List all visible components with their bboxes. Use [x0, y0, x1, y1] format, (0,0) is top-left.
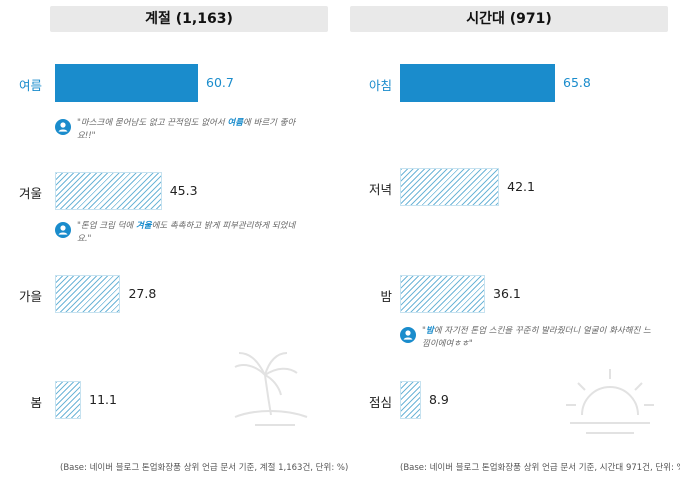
palm-tree-icon — [234, 352, 308, 426]
time-chart: 시간대 (971) 아침 65.8 저녁 42.1 밤 36.1 점심 8.9 "밤에 자기전 … — [340, 0, 680, 485]
bar — [400, 275, 486, 313]
category-label: 여름 — [18, 78, 42, 93]
category-label: 가을 — [18, 289, 42, 304]
bar — [55, 381, 82, 419]
category-label: 밤 — [380, 289, 392, 304]
season-chart-title: 계절 (1,163) — [50, 6, 328, 32]
category-label: 봄 — [30, 395, 42, 410]
time-chart-title: 시간대 (971) — [350, 6, 668, 32]
category-label: 점심 — [368, 395, 392, 410]
category-label: 아침 — [368, 78, 392, 93]
season-source: (Base: 네이버 블로그 톤업화장품 상위 언급 문서 기준, 계절 1,1… — [60, 463, 349, 473]
person-icon — [55, 119, 71, 135]
season-chart: 계절 (1,163) 여름 60.7 겨울 45.3 가을 27.8 봄 11.1 "마스크에 … — [0, 0, 348, 485]
value-label: 45.3 — [169, 183, 198, 198]
value-label: 36.1 — [493, 286, 521, 301]
person-icon — [400, 327, 416, 343]
bar — [400, 381, 421, 419]
value-label: 11.1 — [89, 392, 117, 407]
bar — [400, 168, 500, 206]
quote-text: "밤에 자기전 톤업 스킨을 꾸준히 발라줬더니 얼굴이 화사해진 느낌이에여ㅎ… — [422, 326, 651, 349]
quote-text: "마스크에 묻어남도 없고 끈적임도 없어서 여름에 바르기 좋아요!!" — [77, 118, 296, 141]
bar — [55, 64, 198, 102]
time-source: (Base: 네이버 블로그 톤업화장품 상위 언급 문서 기준, 시간대 97… — [400, 463, 680, 473]
bar — [400, 64, 555, 102]
person-icon — [55, 222, 71, 238]
category-label: 겨울 — [18, 186, 42, 201]
value-label: 60.7 — [206, 75, 234, 90]
quote-text: "톤업 크림 덕에 겨울에도 촉촉하고 밝게 피부관리하게 되었네요." — [77, 221, 296, 244]
bar — [55, 275, 121, 313]
value-label: 65.8 — [563, 75, 591, 90]
value-label: 8.9 — [428, 392, 449, 407]
value-label: 27.8 — [128, 286, 157, 301]
sunrise-icon — [566, 369, 654, 434]
bar — [55, 172, 162, 210]
value-label: 42.1 — [507, 179, 535, 194]
category-label: 저녁 — [368, 182, 392, 197]
